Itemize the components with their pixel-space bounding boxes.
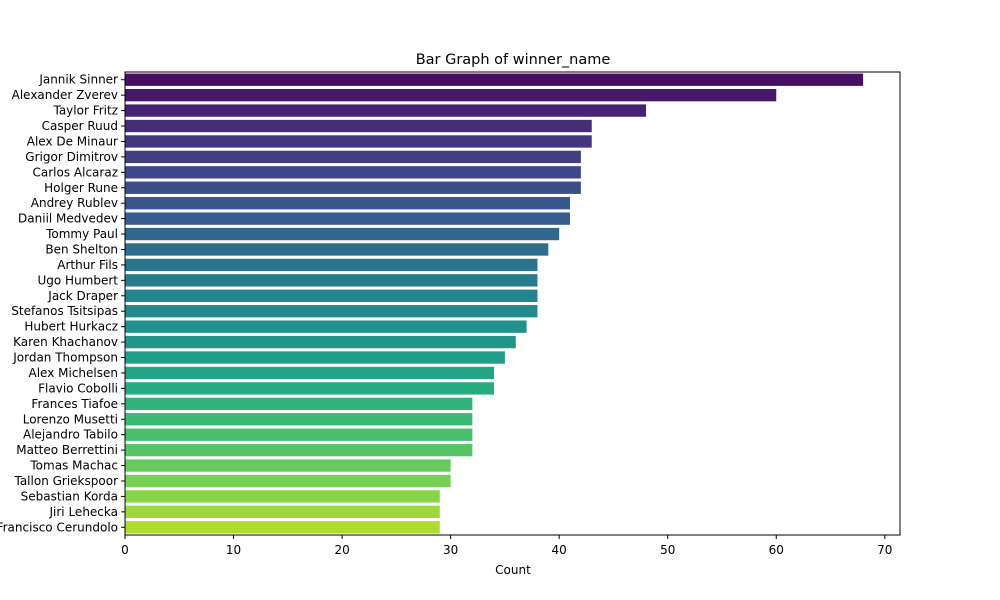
bar-tomas-machac <box>125 459 451 472</box>
bar-jannik-sinner <box>125 73 864 86</box>
y-tick-label: Alejandro Tabilo <box>23 428 118 442</box>
x-axis-label: Count <box>495 563 531 577</box>
bar-holger-rune <box>125 181 581 194</box>
bar-karen-khachanov <box>125 335 516 349</box>
x-tick-label: 60 <box>769 543 784 557</box>
y-tick-label: Tommy Paul <box>45 227 118 241</box>
y-tick-label: Stefanos Tsitsipas <box>11 304 118 318</box>
y-tick-label: Tallon Griekspoor <box>13 474 118 488</box>
x-tick-label: 70 <box>877 543 892 557</box>
y-tick-label: Alex Michelsen <box>29 366 118 380</box>
bar-hubert-hurkacz <box>125 320 527 333</box>
y-tick-label: Carlos Alcaraz <box>33 165 119 179</box>
bars-group <box>125 73 864 534</box>
y-tick-label: Hubert Hurkacz <box>24 320 118 334</box>
y-tick-label: Jordan Thompson <box>12 351 118 365</box>
bar-frances-tiafoe <box>125 397 473 410</box>
y-tick-label: Jiri Lehecka <box>49 505 119 519</box>
bar-jack-draper <box>125 289 538 302</box>
bar-lorenzo-musetti <box>125 413 473 426</box>
chart-title: Bar Graph of winner_name <box>416 52 611 68</box>
y-tick-label: Matteo Berrettini <box>16 443 118 457</box>
y-tick-label: Flavio Cobolli <box>38 381 118 395</box>
x-tick-label: 20 <box>334 543 349 557</box>
bar-ugo-humbert <box>125 274 538 287</box>
x-tick-label: 50 <box>660 543 675 557</box>
bar-tallon-griekspoor <box>125 474 451 488</box>
bar-arthur-fils <box>125 258 538 272</box>
bar-flavio-cobolli <box>125 382 495 395</box>
y-tick-label: Holger Rune <box>44 181 118 195</box>
y-tick-label: Francisco Cerundolo <box>0 520 118 534</box>
y-tick-label: Ugo Humbert <box>37 273 118 287</box>
y-tick-label: Andrey Rublev <box>31 196 118 210</box>
bar-alex-de-minaur <box>125 135 592 148</box>
y-tick-label: Ben Shelton <box>45 242 118 256</box>
bar-alejandro-tabilo <box>125 428 473 441</box>
x-axis: 0 10 20 30 40 50 60 70 <box>121 535 892 557</box>
bar-ben-shelton <box>125 243 549 256</box>
x-tick-label: 40 <box>552 543 567 557</box>
y-tick-label: Casper Ruud <box>42 119 118 133</box>
y-tick-label: Sebastian Korda <box>21 489 118 503</box>
bar-taylor-fritz <box>125 104 647 117</box>
y-tick-label: Karen Khachanov <box>13 335 118 349</box>
bar-grigor-dimitrov <box>125 150 581 164</box>
y-tick-label: Arthur Fils <box>57 258 118 272</box>
bar-andrey-rublev <box>125 197 571 210</box>
x-tick-label: 0 <box>121 543 129 557</box>
y-tick-label: Lorenzo Musetti <box>23 412 118 426</box>
bar-jiri-lehecka <box>125 505 440 519</box>
y-tick-label: Jack Draper <box>47 289 118 303</box>
plot-frame <box>124 71 901 536</box>
bar-francisco-cerundolo <box>125 521 440 534</box>
y-tick-label: Tomas Machac <box>29 459 118 473</box>
bar-casper-ruud <box>125 119 592 133</box>
bar-alex-michelsen <box>125 366 495 380</box>
y-tick-label: Grigor Dimitrov <box>25 150 118 164</box>
y-tick-label: Frances Tiafoe <box>31 397 118 411</box>
x-tick-label: 10 <box>226 543 241 557</box>
bar-sebastian-korda <box>125 490 440 503</box>
y-tick-label: Daniil Medvedev <box>18 212 118 226</box>
bar-alexander-zverev <box>125 88 777 102</box>
bar-jordan-thompson <box>125 351 505 364</box>
bar-tommy-paul <box>125 227 560 241</box>
y-tick-label: Alexander Zverev <box>12 88 118 102</box>
x-tick-label: 30 <box>443 543 458 557</box>
bar-carlos-alcaraz <box>125 166 581 179</box>
y-tick-label: Jannik Sinner <box>38 73 118 87</box>
y-tick-label: Taylor Fritz <box>52 104 118 118</box>
bar-matteo-berrettini <box>125 443 473 457</box>
bar-daniil-medvedev <box>125 212 571 225</box>
bar-stefanos-tsitsipas <box>125 305 538 318</box>
y-tick-label: Alex De Minaur <box>27 134 118 148</box>
